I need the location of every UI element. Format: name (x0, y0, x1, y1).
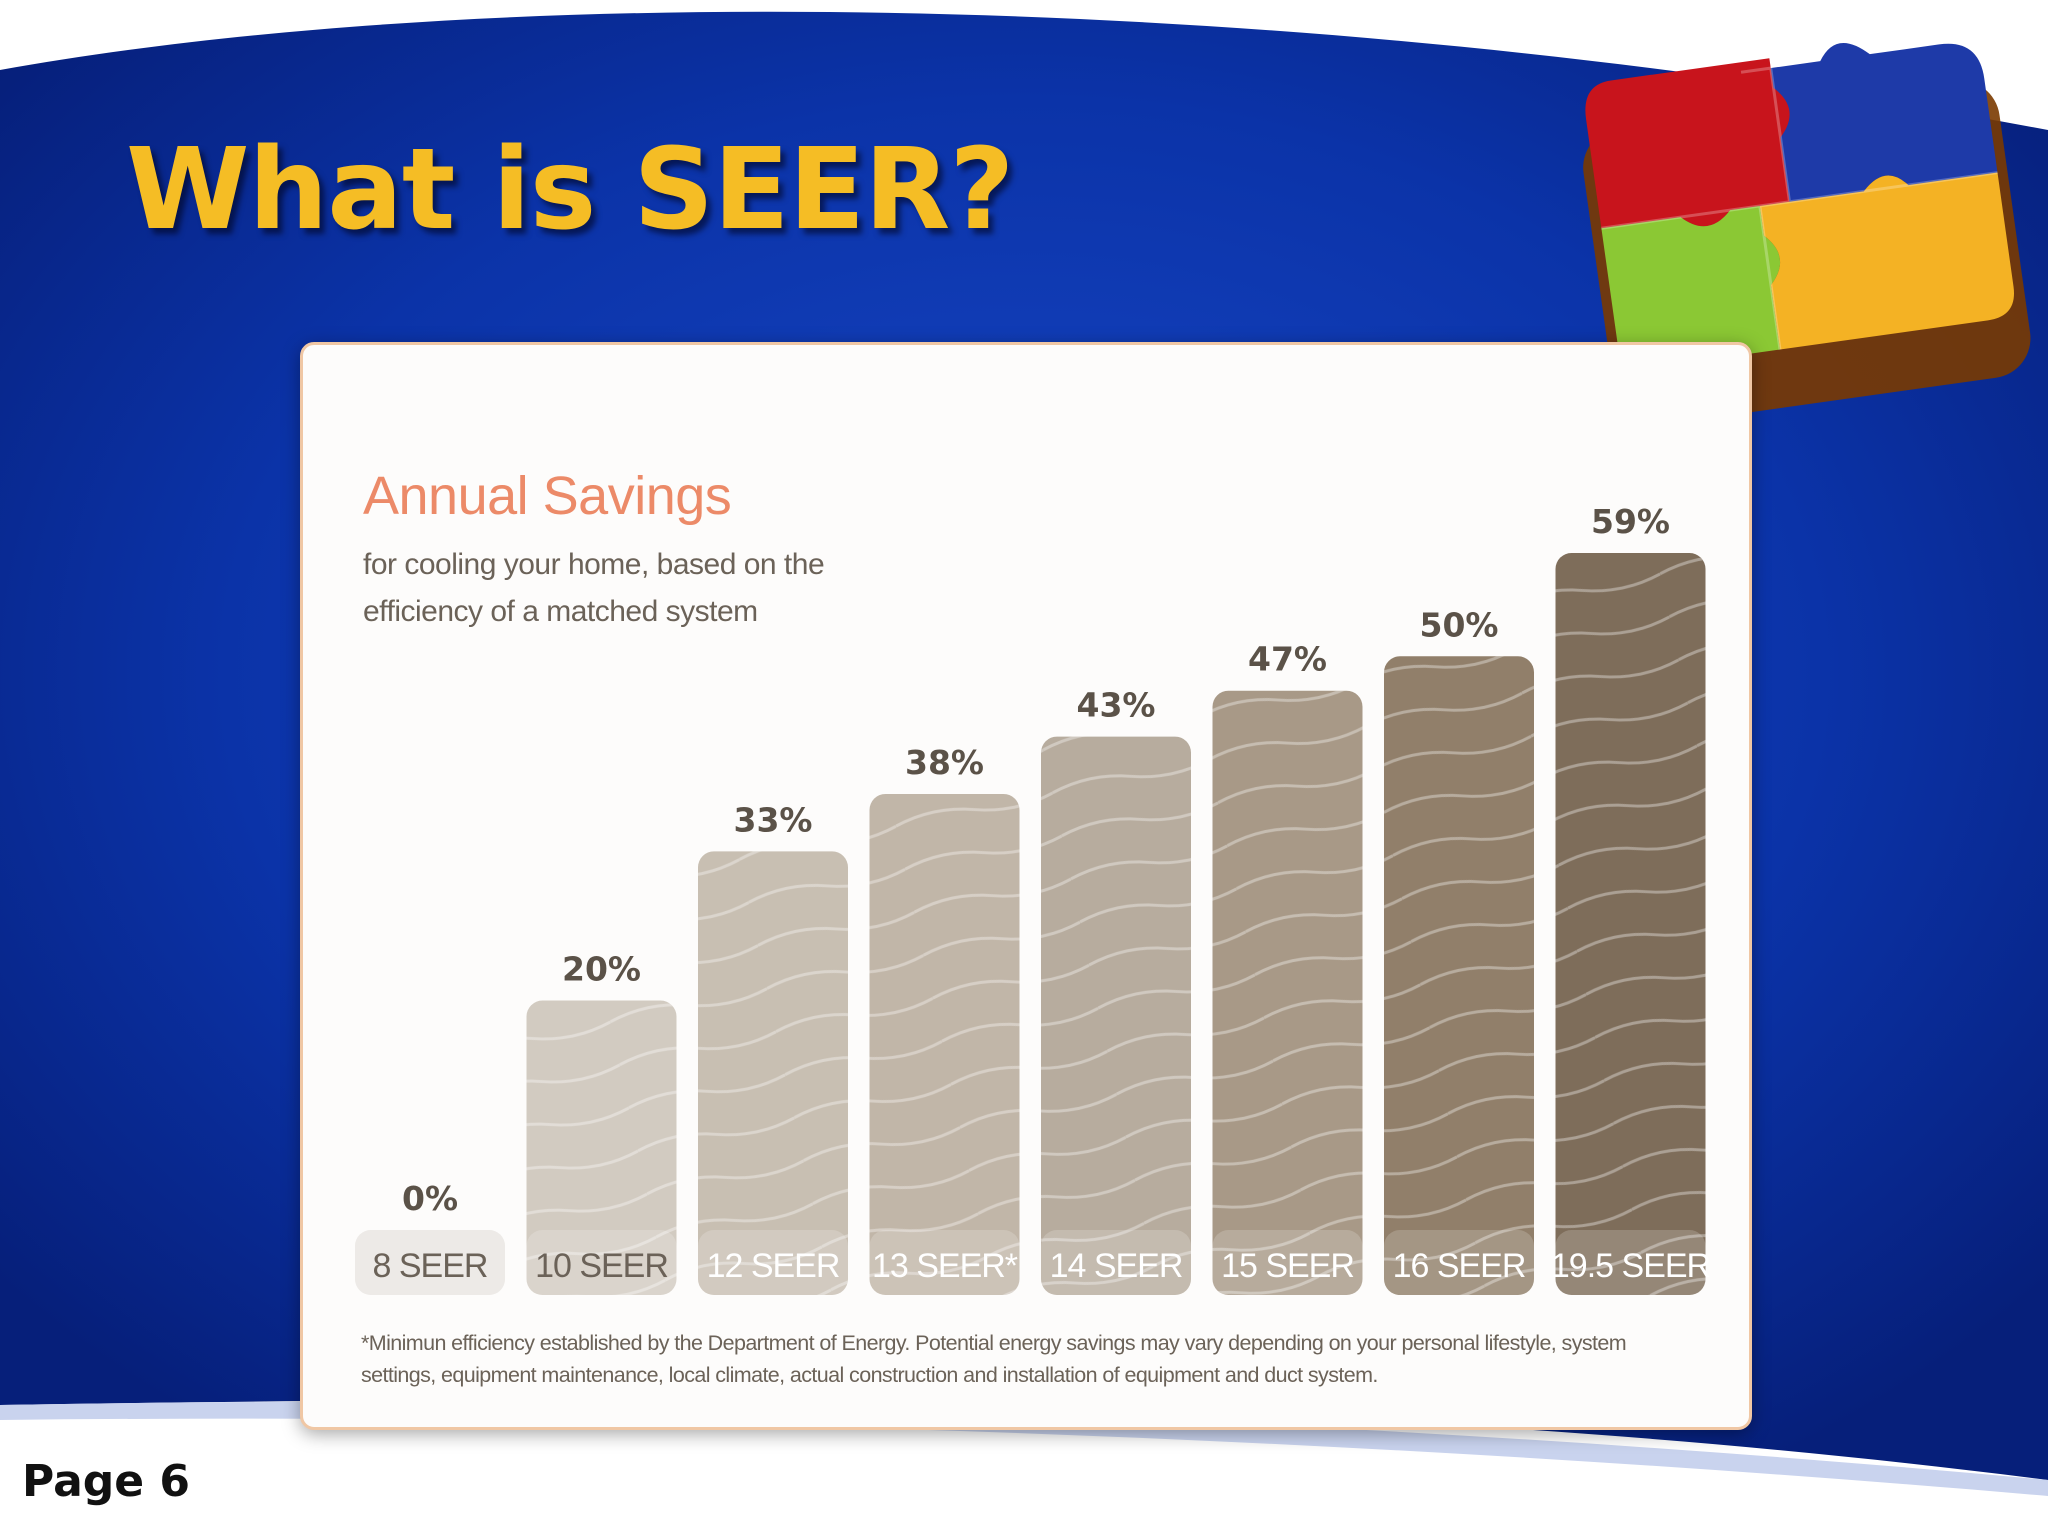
bar-label-band-8 (1555, 1230, 1706, 1295)
bar-texture-3 (698, 851, 848, 1295)
category-label-3: 12 SEER (707, 1247, 840, 1285)
category-label-8: 19.5 SEER (1551, 1247, 1710, 1285)
category-label-4: 13 SEER* (872, 1247, 1018, 1285)
data-label-5: 43% (1077, 686, 1156, 725)
data-label-7: 50% (1420, 605, 1499, 644)
category-label-2: 10 SEER (535, 1247, 668, 1285)
bar-label-band-5 (1041, 1230, 1191, 1295)
bar-label-band-3 (698, 1230, 848, 1295)
chart-title: Annual Savings (363, 466, 732, 526)
bar-texture-8 (1555, 553, 1706, 1295)
category-label-7: 16 SEER (1393, 1247, 1526, 1285)
bar-chart: 8 SEER 0% 10 SEER 20% 12 SEER 33% 13 SEER* 38% 1… (355, 502, 1711, 1295)
bar-label-band-6 (1212, 1230, 1363, 1295)
bar-texture-2 (526, 1000, 677, 1295)
category-label-5: 14 SEER (1050, 1247, 1183, 1285)
page-number: Page 6 (22, 1456, 191, 1507)
category-label-1: 8 SEER (373, 1247, 488, 1285)
puzzle-pieces-icon (1583, 42, 2031, 426)
slide-title: What is SEER? (126, 125, 1014, 255)
chart-card: 8 SEER 0% 10 SEER 20% 12 SEER 33% 13 SEER* 38% 1… (300, 342, 1752, 1430)
chart-subtitle: for cooling your home, based on the effi… (363, 548, 825, 628)
chart-footnote: *Minimun efficiency established by the D… (361, 1331, 1627, 1387)
bar-texture-7 (1384, 656, 1534, 1295)
data-label-4: 38% (905, 743, 984, 782)
bar-label-band-4 (869, 1230, 1020, 1295)
bar-label-band-1 (355, 1230, 505, 1295)
data-label-6: 47% (1248, 640, 1327, 679)
bar-1 (355, 1230, 505, 1295)
data-label-3: 33% (734, 800, 813, 839)
bar-texture-6 (1212, 690, 1363, 1295)
bar-label-band-7 (1384, 1230, 1534, 1295)
bar-texture-4 (869, 793, 1020, 1295)
bar-texture-5 (1041, 736, 1191, 1295)
category-label-6: 15 SEER (1221, 1247, 1354, 1285)
data-label-8: 59% (1591, 502, 1670, 541)
bar-label-band-2 (526, 1230, 677, 1295)
data-label-1: 0% (402, 1179, 458, 1218)
data-label-2: 20% (562, 950, 641, 989)
